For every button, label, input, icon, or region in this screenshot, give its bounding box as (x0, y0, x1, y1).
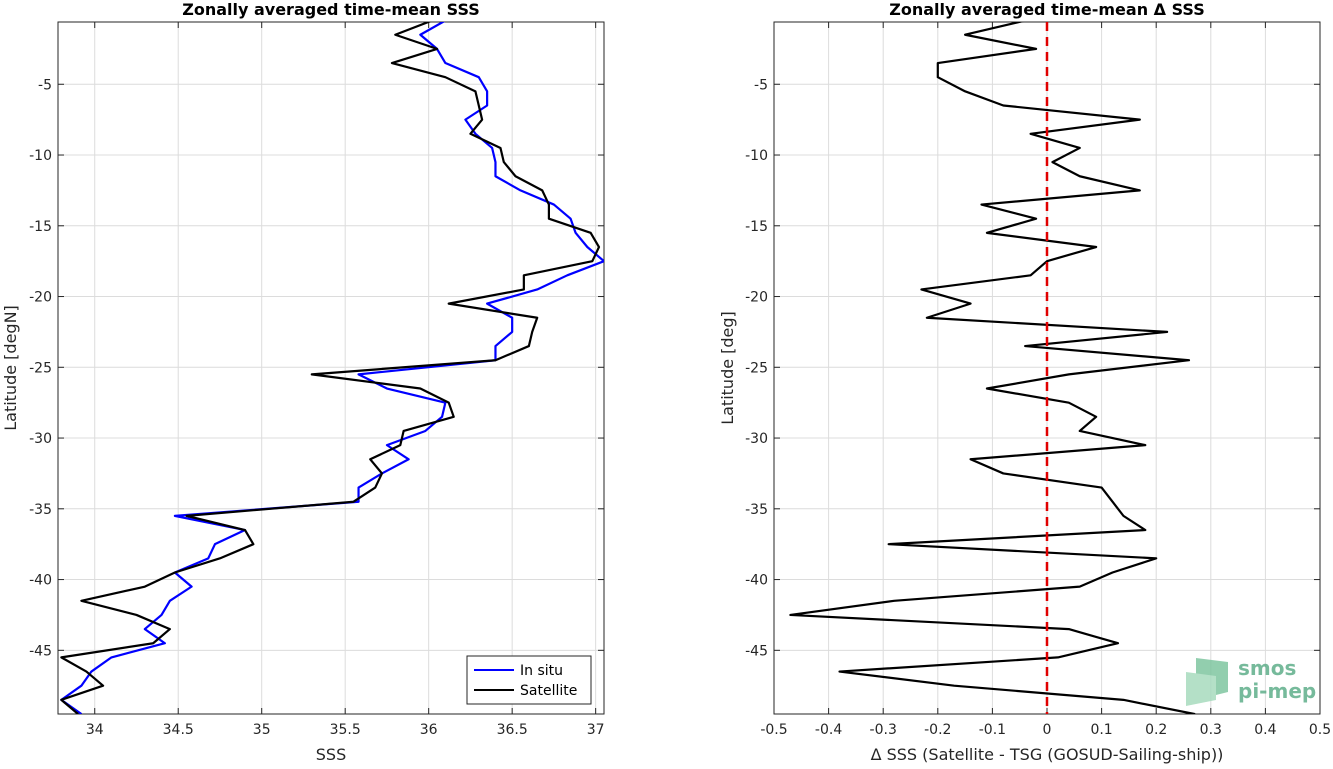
left-x-tick-label: 34.5 (163, 722, 194, 738)
right-x-tick-label: 0.4 (1254, 722, 1276, 738)
left-y-axis-label: Latitude [degN] (1, 305, 20, 431)
right-x-tick-label: -0.4 (815, 722, 842, 738)
left-chart-title: Zonally averaged time-mean SSS (182, 0, 480, 19)
left-y-tick-label: -25 (29, 360, 52, 376)
right-y-tick-label: -45 (745, 643, 768, 659)
right-x-tick-label: -0.5 (760, 722, 787, 738)
right-x-tick-label: 0.3 (1200, 722, 1222, 738)
right-x-axis-label: Δ SSS (Satellite - TSG (GOSUD-Sailing-sh… (871, 745, 1224, 764)
left-x-tick-label: 35 (253, 722, 271, 738)
left-series-group (60, 22, 604, 714)
panel-delta-sss: -0.5 -0.4 -0.3 -0.2 -0.1 0 0.1 0.2 0.3 0.4 0.5 -5 -1… (718, 0, 1331, 764)
right-series-group (789, 22, 1196, 714)
left-axes-frame (57, 21, 605, 715)
left-x-tick-label: 34 (86, 722, 104, 738)
right-x-tick-label: -0.3 (870, 722, 897, 738)
right-x-tick-label: 0 (1043, 722, 1052, 738)
right-ticks: -0.5 -0.4 -0.3 -0.2 -0.1 0 0.1 0.2 0.3 0.4 0.5 -5 -1… (745, 22, 1331, 738)
right-x-tick-label: 0.2 (1145, 722, 1167, 738)
right-x-tick-label: -0.1 (979, 722, 1006, 738)
logo-text-smos: smos (1238, 656, 1296, 680)
right-y-tick-label: -25 (745, 360, 768, 376)
left-y-tick-label: -35 (29, 502, 52, 518)
logo-text-pi-mep: pi-mep (1238, 679, 1316, 703)
left-x-tick-label: 37 (587, 722, 605, 738)
left-series-line-in-situ (60, 22, 604, 714)
right-x-tick-label: -0.2 (924, 722, 951, 738)
panel-sss: 34 34.5 35 35.5 36 36.5 37 -5 -10 -15 -20 -25 -30 -35… (1, 0, 605, 764)
legend-box (466, 655, 592, 705)
right-y-tick-label: -15 (745, 219, 768, 235)
left-x-tick-label: 36 (420, 722, 438, 738)
right-y-tick-label: -5 (754, 77, 768, 93)
right-x-tick-label: 0.5 (1309, 722, 1331, 738)
left-x-axis-label: SSS (316, 745, 346, 764)
right-y-tick-label: -35 (745, 502, 768, 518)
legend: In situ Satellite (466, 655, 592, 705)
left-y-tick-label: -45 (29, 643, 52, 659)
right-y-tick-label: -40 (745, 573, 768, 589)
left-ticks: 34 34.5 35 35.5 36 36.5 37 -5 -10 -15 -20 -25 -30 -35… (29, 22, 605, 738)
right-chart-title: Zonally averaged time-mean Δ SSS (889, 0, 1205, 19)
right-x-tick-label: 0.1 (1090, 722, 1112, 738)
left-y-tick-label: -20 (29, 290, 52, 306)
left-x-tick-label: 36.5 (497, 722, 528, 738)
legend-label-in-situ: In situ (520, 663, 563, 679)
left-series-line-satellite (60, 22, 601, 714)
right-y-tick-label: -30 (745, 431, 768, 447)
left-y-tick-label: -15 (29, 219, 52, 235)
legend-label-satellite: Satellite (520, 683, 577, 699)
right-series-line-0 (789, 22, 1196, 714)
right-y-tick-label: -20 (745, 290, 768, 306)
left-y-tick-label: -10 (29, 148, 52, 164)
logo-mark-front (1186, 672, 1216, 706)
left-y-tick-label: -40 (29, 573, 52, 589)
left-y-tick-label: -5 (38, 77, 52, 93)
left-y-tick-label: -30 (29, 431, 52, 447)
smos-pi-mep-logo: smos pi-mep (1186, 656, 1316, 706)
right-y-tick-label: -10 (745, 148, 768, 164)
left-x-tick-label: 35.5 (330, 722, 361, 738)
left-grid (58, 22, 604, 714)
right-y-axis-label: Latitude [deg] (718, 311, 737, 425)
